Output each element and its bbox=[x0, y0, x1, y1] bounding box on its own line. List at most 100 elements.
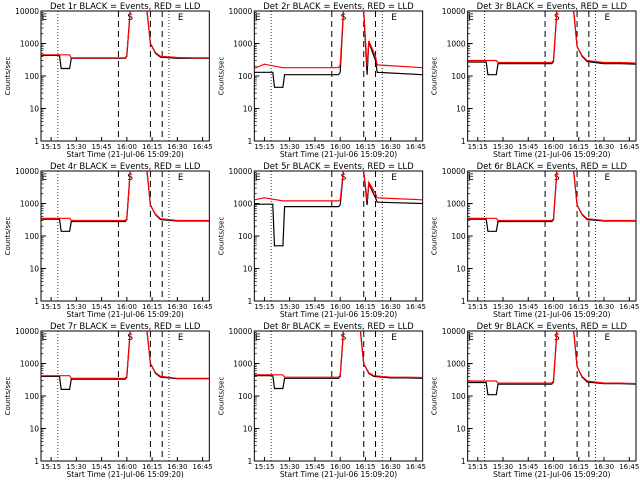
y-tick-label: 1000 bbox=[447, 360, 466, 369]
x-tick-label: 15:15 bbox=[254, 303, 274, 311]
marker-label: E bbox=[255, 173, 261, 183]
x-tick-label: 16:15 bbox=[355, 463, 375, 471]
x-tick-label: 16:45 bbox=[406, 143, 426, 151]
x-tick-label: 16:45 bbox=[619, 143, 639, 151]
x-tick-label: 15:45 bbox=[92, 143, 112, 151]
marker-label: E bbox=[605, 13, 611, 23]
y-tick-label: 10 bbox=[243, 265, 253, 274]
x-tick-label: 16:00 bbox=[330, 303, 350, 311]
series-line-black bbox=[254, 11, 423, 88]
x-tick-label: 15:30 bbox=[66, 303, 86, 311]
series-line-black bbox=[41, 331, 210, 390]
y-tick-label: 10 bbox=[243, 425, 253, 434]
y-axis-label: Counts/sec bbox=[431, 377, 439, 416]
marker-label: E bbox=[42, 13, 48, 23]
plot-frame bbox=[40, 330, 210, 462]
series-line-black bbox=[41, 171, 210, 232]
x-tick-label: 16:00 bbox=[543, 463, 563, 471]
chart-title: Det 9r BLACK = Events, RED = LLD bbox=[477, 322, 628, 332]
chart-panel-1: Det 1r BLACK = Events, RED = LLD 1 10 100 10… bbox=[4, 2, 213, 159]
y-tick-label: 100 bbox=[238, 392, 253, 401]
x-tick-label: 16:15 bbox=[142, 463, 162, 471]
y-tick-label: 10000 bbox=[228, 327, 252, 336]
x-tick-label: 16:30 bbox=[167, 303, 187, 311]
x-tick-label: 15:15 bbox=[468, 303, 488, 311]
plot-frame bbox=[253, 330, 424, 462]
y-tick-label: 10 bbox=[456, 105, 466, 114]
y-tick-label: 1 bbox=[248, 297, 253, 306]
marker-label: E bbox=[42, 173, 48, 183]
y-tick-label: 10000 bbox=[15, 7, 39, 16]
x-tick-label: 16:45 bbox=[193, 303, 213, 311]
y-tick-label: 100 bbox=[238, 232, 253, 241]
y-axis-label: Counts/sec bbox=[431, 57, 439, 96]
y-axis-label: Counts/sec bbox=[431, 217, 439, 256]
y-tick-label: 1000 bbox=[20, 40, 39, 49]
x-axis-label: Start Time (21-Jul-06 15:09:20) bbox=[66, 150, 183, 159]
series-line-black bbox=[41, 11, 210, 70]
x-axis-label: Start Time (21-Jul-06 15:09:20) bbox=[66, 310, 183, 319]
x-tick-label: 16:15 bbox=[569, 463, 589, 471]
marker-label: S bbox=[127, 173, 133, 183]
series-line-black bbox=[254, 331, 423, 390]
marker-label: E bbox=[178, 333, 184, 343]
x-tick-label: 15:45 bbox=[92, 303, 112, 311]
y-tick-label: 1 bbox=[34, 457, 39, 466]
x-tick-label: 15:15 bbox=[468, 143, 488, 151]
marker-label: S bbox=[554, 173, 560, 183]
plot-frame bbox=[40, 10, 210, 142]
marker-label: E bbox=[178, 173, 184, 183]
marker-label: E bbox=[468, 13, 474, 23]
y-tick-label: 100 bbox=[451, 232, 466, 241]
chart-panel-6: Det 6r BLACK = Events, RED = LLD 1 10 100 10… bbox=[431, 162, 640, 319]
series-line-red bbox=[467, 331, 636, 385]
x-tick-label: 16:30 bbox=[594, 143, 614, 151]
y-tick-label: 100 bbox=[25, 392, 40, 401]
chart-panel-8: Det 8r BLACK = Events, RED = LLD 1 10 100 10… bbox=[217, 322, 426, 479]
y-axis-label: Counts/sec bbox=[4, 377, 12, 416]
y-tick-label: 1 bbox=[461, 297, 466, 306]
x-axis-label: Start Time (21-Jul-06 15:09:20) bbox=[493, 470, 610, 479]
y-tick-label: 100 bbox=[451, 392, 466, 401]
x-tick-label: 15:45 bbox=[305, 143, 325, 151]
x-tick-label: 16:45 bbox=[619, 463, 639, 471]
x-tick-label: 15:15 bbox=[254, 463, 274, 471]
plot-frame bbox=[253, 10, 424, 142]
marker-label: E bbox=[178, 13, 184, 23]
x-tick-label: 16:30 bbox=[381, 303, 401, 311]
y-tick-label: 1000 bbox=[20, 200, 39, 209]
marker-label: E bbox=[391, 333, 397, 343]
x-axis-label: Start Time (21-Jul-06 15:09:20) bbox=[66, 470, 183, 479]
y-axis-label: Counts/sec bbox=[4, 57, 12, 96]
x-tick-label: 16:00 bbox=[117, 143, 137, 151]
x-tick-label: 16:15 bbox=[355, 303, 375, 311]
y-tick-label: 10000 bbox=[442, 7, 466, 16]
chart-title: Det 1r BLACK = Events, RED = LLD bbox=[50, 2, 201, 12]
y-tick-label: 1000 bbox=[447, 200, 466, 209]
x-tick-label: 16:15 bbox=[569, 303, 589, 311]
chart-panel-7: Det 7r BLACK = Events, RED = LLD 1 10 100 10… bbox=[4, 322, 213, 479]
series-line-red bbox=[254, 11, 423, 70]
y-tick-label: 10000 bbox=[228, 7, 252, 16]
marker-label: S bbox=[341, 173, 347, 183]
x-tick-label: 15:30 bbox=[280, 143, 300, 151]
y-tick-label: 1000 bbox=[233, 40, 252, 49]
x-tick-label: 16:00 bbox=[330, 143, 350, 151]
y-tick-label: 10000 bbox=[228, 167, 252, 176]
x-axis-label: Start Time (21-Jul-06 15:09:20) bbox=[280, 470, 397, 479]
y-tick-label: 1000 bbox=[233, 200, 252, 209]
series-line-red bbox=[41, 331, 210, 379]
x-tick-label: 16:30 bbox=[594, 303, 614, 311]
x-tick-label: 15:45 bbox=[518, 303, 538, 311]
y-tick-label: 1000 bbox=[233, 360, 252, 369]
y-axis-label: Counts/sec bbox=[217, 217, 225, 256]
x-tick-label: 15:15 bbox=[468, 463, 488, 471]
x-tick-label: 16:00 bbox=[543, 143, 563, 151]
plot-frame bbox=[40, 170, 210, 302]
x-tick-label: 15:30 bbox=[66, 463, 86, 471]
x-axis-label: Start Time (21-Jul-06 15:09:20) bbox=[280, 310, 397, 319]
x-tick-label: 15:30 bbox=[280, 463, 300, 471]
y-tick-label: 10 bbox=[456, 265, 466, 274]
x-tick-label: 15:15 bbox=[41, 463, 61, 471]
